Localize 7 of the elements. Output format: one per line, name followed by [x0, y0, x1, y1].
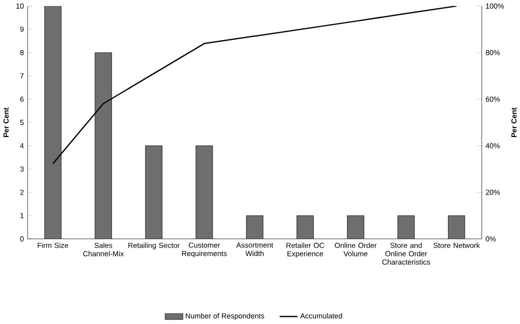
bar: [398, 215, 415, 239]
bar: [347, 215, 364, 239]
bar: [196, 145, 213, 239]
bar: [145, 145, 162, 239]
bar: [246, 215, 264, 239]
bar: [296, 215, 314, 239]
bar: [448, 215, 466, 239]
